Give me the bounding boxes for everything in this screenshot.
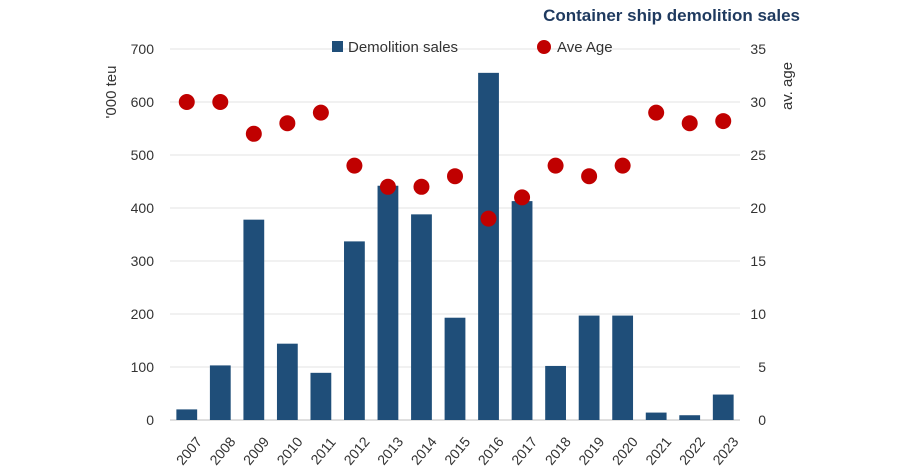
y2-axis-title: av. age [779, 62, 796, 110]
x-tick-label: 2010 [273, 434, 305, 468]
bar [344, 241, 365, 420]
chart-title: Container ship demolition sales [543, 6, 800, 25]
right-axis-ticks: 0 5 10 15 20 25 30 35 [750, 41, 766, 428]
bar [712, 394, 734, 420]
x-tick-label: 2016 [475, 434, 507, 468]
x-tick-label: 2009 [240, 434, 272, 468]
dot [681, 115, 698, 132]
legend-label-dot: Ave Age [557, 39, 613, 56]
bar [645, 412, 667, 420]
bar [176, 409, 198, 420]
y2-tick-label: 15 [750, 253, 766, 269]
bar [209, 365, 231, 420]
dot [514, 189, 531, 206]
y2-tick-label: 0 [758, 412, 766, 428]
dot [212, 94, 229, 110]
x-tick-label: 2012 [340, 434, 372, 468]
dot [715, 113, 732, 130]
dot [614, 157, 631, 174]
x-tick-label: 2022 [676, 434, 708, 468]
bar [243, 219, 265, 420]
y-tick-label: 100 [131, 359, 155, 375]
legend: Demolition sales Ave Age [332, 39, 613, 56]
y-tick-label: 200 [131, 306, 155, 322]
x-tick-label: 2020 [609, 434, 641, 468]
dot [648, 104, 665, 121]
left-axis-ticks: 0 100 200 300 400 500 600 700 [131, 41, 155, 428]
dot-series [178, 94, 732, 227]
y-tick-label: 0 [146, 412, 154, 428]
x-tick-label: 2023 [709, 434, 741, 468]
dot [379, 178, 396, 195]
x-axis-ticks: 2007 2008 2009 2010 2011 2012 2013 2014 2015 2016… [173, 434, 742, 468]
bar-series [176, 72, 734, 420]
bar [444, 317, 466, 420]
x-tick-label: 2013 [374, 434, 406, 468]
dot [447, 168, 463, 185]
bar [310, 372, 332, 420]
y-tick-label: 600 [131, 94, 155, 110]
x-tick-label: 2017 [508, 434, 540, 468]
y2-tick-label: 25 [750, 147, 766, 163]
bar [478, 72, 499, 420]
y-axis-title: '000 teu [103, 66, 120, 119]
dot [346, 157, 363, 174]
x-tick-label: 2014 [407, 434, 439, 468]
y-tick-label: 300 [131, 253, 155, 269]
bar [411, 214, 432, 420]
dot [581, 168, 598, 185]
y2-tick-label: 30 [750, 94, 766, 110]
legend-label-bar: Demolition sales [348, 39, 458, 56]
bar [545, 365, 566, 420]
x-tick-label: 2021 [642, 434, 674, 468]
bar [511, 201, 533, 420]
legend-swatch-dot [537, 40, 551, 54]
x-tick-label: 2007 [173, 434, 205, 468]
y2-tick-label: 5 [758, 359, 766, 375]
x-tick-label: 2015 [441, 434, 473, 468]
bar [276, 343, 298, 420]
bar [578, 315, 600, 420]
x-tick-label: 2018 [542, 434, 574, 468]
dot [413, 178, 430, 195]
x-tick-label: 2008 [206, 434, 238, 468]
y-tick-label: 700 [131, 41, 155, 57]
dot [178, 94, 195, 110]
dot [312, 104, 329, 121]
bar [377, 185, 399, 420]
y2-tick-label: 10 [750, 306, 766, 322]
y-tick-label: 500 [131, 147, 155, 163]
x-tick-label: 2011 [307, 434, 339, 468]
y2-tick-label: 20 [750, 200, 766, 216]
dot [547, 157, 564, 174]
bar [679, 415, 701, 420]
bar [612, 315, 634, 420]
dot [279, 115, 296, 132]
legend-swatch-bar [332, 41, 343, 52]
y-tick-label: 400 [131, 200, 155, 216]
y2-tick-label: 35 [750, 41, 766, 57]
dot [480, 210, 497, 227]
x-tick-label: 2019 [575, 434, 607, 468]
dot [245, 125, 262, 142]
